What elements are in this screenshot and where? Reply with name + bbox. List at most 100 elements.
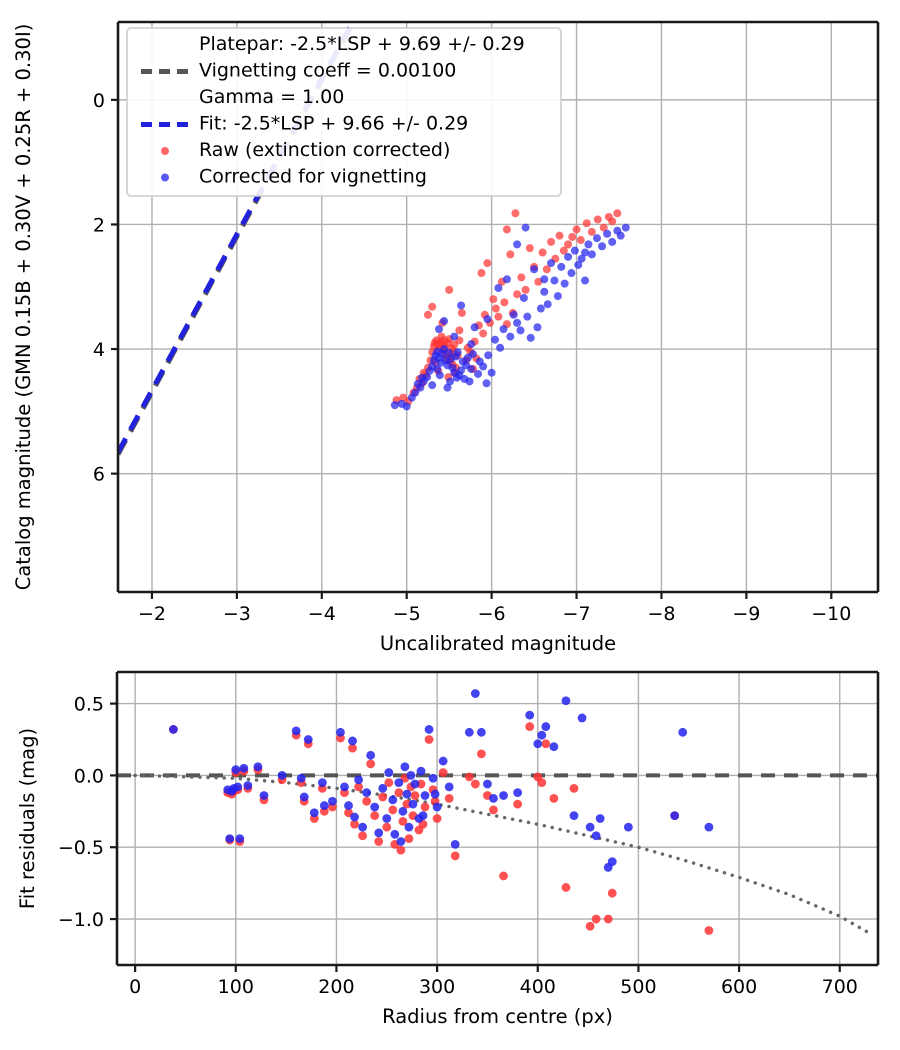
data-point xyxy=(445,285,454,294)
data-point xyxy=(398,816,408,826)
data-point xyxy=(390,401,399,410)
data-point xyxy=(400,762,410,772)
data-point xyxy=(489,295,498,304)
data-point xyxy=(623,822,633,832)
data-point xyxy=(561,883,571,892)
data-point xyxy=(525,244,534,253)
data-point xyxy=(477,269,486,278)
data-point xyxy=(277,771,287,780)
data-point xyxy=(366,759,376,769)
xtick-label: −4 xyxy=(308,603,336,625)
y-axis-title: Catalog magnitude (GMN 0.15B + 0.30V + 0… xyxy=(12,24,35,591)
data-point xyxy=(303,735,313,744)
data-point xyxy=(358,831,368,841)
data-point xyxy=(435,371,444,380)
data-point xyxy=(603,229,612,238)
data-point xyxy=(613,209,622,218)
data-point xyxy=(521,285,530,294)
legend-label: Raw (extinction corrected) xyxy=(199,139,450,161)
x-axis-title: Radius from centre (px) xyxy=(382,1005,613,1028)
data-point xyxy=(408,799,418,809)
data-point xyxy=(231,765,241,775)
data-point xyxy=(494,312,503,321)
data-point xyxy=(536,304,545,313)
data-point xyxy=(569,811,579,821)
data-point xyxy=(513,290,522,299)
data-point xyxy=(428,773,438,783)
data-point xyxy=(420,791,430,800)
data-point xyxy=(567,269,576,278)
data-point xyxy=(525,710,535,720)
ytick-label: −1.0 xyxy=(58,909,104,931)
data-point xyxy=(595,814,605,823)
data-point xyxy=(468,350,477,359)
data-point xyxy=(483,259,492,268)
data-point xyxy=(521,223,530,232)
data-point xyxy=(582,219,591,228)
data-point xyxy=(560,279,569,288)
xtick-label: 400 xyxy=(520,976,556,998)
ytick-label: −0.5 xyxy=(58,837,104,859)
data-point xyxy=(233,782,243,792)
data-point xyxy=(388,805,398,815)
y-axis-title: Fit residuals (mag) xyxy=(16,728,39,909)
data-point xyxy=(362,796,372,806)
legend-entry: Platepar: -2.5*LSP + 9.69 +/- 0.29 xyxy=(199,33,525,55)
xtick-label: 300 xyxy=(419,976,455,998)
data-point xyxy=(396,845,406,855)
ytick-label: 0.0 xyxy=(74,765,104,787)
xtick-label: 600 xyxy=(721,976,757,998)
data-point xyxy=(457,366,466,375)
axes-fit-residuals: 0 100 200 300 400 500 600 700 0.5 0.0 −0.5 −1.0 Radi… xyxy=(16,670,880,1028)
line-vignetting-curve xyxy=(133,773,872,936)
data-point xyxy=(348,743,357,753)
data-point xyxy=(585,921,595,931)
legend-entry: Vignetting coeff = 0.00100 xyxy=(141,60,456,82)
data-point xyxy=(467,340,476,349)
data-point xyxy=(499,871,508,881)
data-point xyxy=(584,240,593,249)
xtick-label: 100 xyxy=(218,976,254,998)
data-point xyxy=(374,828,384,838)
data-point xyxy=(457,301,466,310)
legend-box xyxy=(126,27,562,197)
data-point xyxy=(453,348,462,357)
data-point xyxy=(430,789,440,799)
data-point xyxy=(511,209,520,218)
xtick-label: −9 xyxy=(732,603,760,625)
data-point xyxy=(561,696,571,706)
data-point xyxy=(607,888,617,898)
data-point xyxy=(350,819,359,829)
legend-entry: Fit: -2.5*LSP + 9.66 +/- 0.29 xyxy=(141,113,468,135)
data-point xyxy=(517,273,526,282)
data-point xyxy=(434,325,443,334)
data-point xyxy=(564,240,573,249)
legend-label: Vignetting coeff = 0.00100 xyxy=(199,60,456,82)
data-point xyxy=(444,782,454,792)
data-point xyxy=(296,773,306,783)
data-point xyxy=(358,822,368,832)
data-point xyxy=(541,722,551,731)
xtick-label: 0 xyxy=(129,976,141,998)
data-point xyxy=(410,779,420,789)
data-point xyxy=(420,802,430,812)
data-point xyxy=(572,225,581,234)
data-point xyxy=(317,778,327,787)
data-point xyxy=(404,822,414,832)
data-point xyxy=(446,377,455,386)
ticks: 0 100 200 300 400 500 600 700 0.5 0.0 −0.5 −1.0 xyxy=(58,694,858,998)
data-point xyxy=(328,796,337,806)
series-corrected-for-vignetting xyxy=(390,223,630,411)
data-point xyxy=(423,310,432,319)
legend: Platepar: -2.5*LSP + 9.69 +/- 0.29 Vignet… xyxy=(126,27,562,197)
data-point xyxy=(370,811,380,821)
data-point xyxy=(704,822,714,832)
data-point xyxy=(577,713,587,723)
data-point xyxy=(432,814,442,823)
data-point xyxy=(483,779,492,789)
data-point xyxy=(621,223,630,232)
data-point xyxy=(555,231,564,240)
data-point xyxy=(398,806,408,816)
legend-entry: Corrected for vignetting xyxy=(161,166,427,188)
